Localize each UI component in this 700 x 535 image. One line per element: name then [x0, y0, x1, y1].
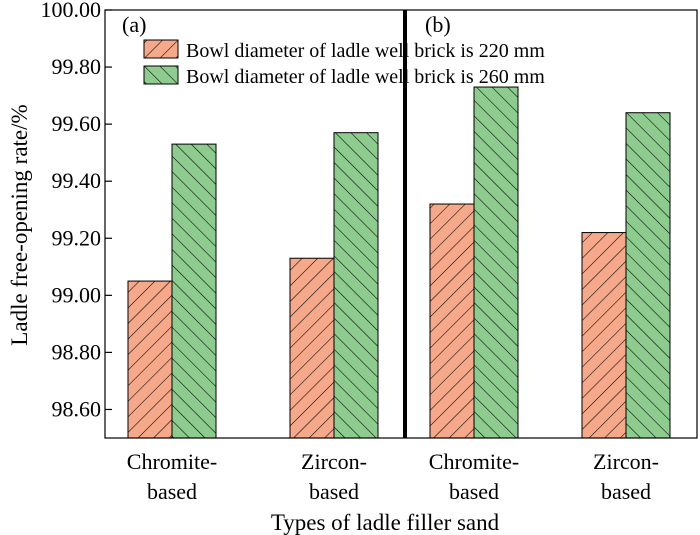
bar-260mm	[473, 86, 519, 439]
bar-220mm	[581, 232, 627, 439]
y-axis-title: Ladle free-opening rate/%	[7, 104, 32, 345]
y-tick-label: 98.60	[52, 396, 102, 421]
bar-260mm	[171, 143, 217, 439]
x-category-label: based	[309, 479, 359, 504]
y-tick-label: 99.80	[52, 54, 102, 79]
x-category-label: Chromite-	[429, 449, 519, 474]
x-category-label: based	[601, 479, 651, 504]
bar-220mm	[127, 280, 173, 439]
legend: Bowl diameter of ladle well brick is 220…	[143, 39, 545, 88]
x-category-label: Zircon-	[593, 449, 659, 474]
y-tick-label: 99.40	[52, 168, 102, 193]
x-category-label: Zircon-	[301, 449, 367, 474]
y-tick-label: 98.80	[52, 339, 102, 364]
legend-label-260mm: Bowl diameter of ladle well brick is 260…	[186, 66, 545, 88]
bar-220mm	[289, 257, 335, 439]
panel-label-a: (a)	[122, 12, 146, 37]
bar-260mm	[625, 112, 671, 439]
legend-label-220mm: Bowl diameter of ladle well brick is 220…	[186, 40, 545, 62]
chart-marks: 98.60 98.80 99.00 99.20 99.40 99.60 99.80 100.0…	[41, 0, 671, 504]
panel-label-b: (b)	[425, 12, 451, 37]
legend-swatch-220mm	[143, 39, 179, 59]
x-category-label: based	[147, 479, 197, 504]
legend-swatch-260mm	[143, 65, 179, 85]
plot-frame	[104, 9, 698, 439]
y-tick-label: 99.20	[52, 225, 102, 250]
x-axis-title: Types of ladle filler sand	[271, 510, 500, 535]
bar-260mm	[333, 132, 379, 439]
x-category-label: based	[449, 479, 499, 504]
bar-220mm	[429, 203, 475, 439]
x-category-label: Chromite-	[127, 449, 217, 474]
y-tick-label: 99.60	[52, 111, 102, 136]
y-tick-label: 99.00	[52, 282, 102, 307]
y-tick-label: 100.00	[41, 0, 102, 22]
